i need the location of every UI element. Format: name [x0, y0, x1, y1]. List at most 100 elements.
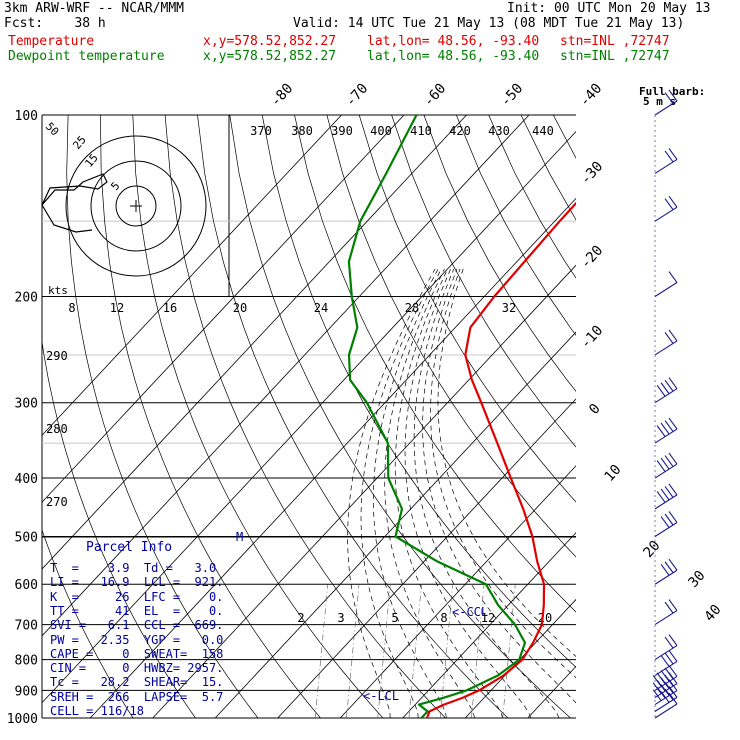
barb-shaft — [654, 388, 678, 404]
barb-flag — [664, 561, 674, 574]
isotherm-label: 10 — [601, 462, 624, 485]
barb-flag — [656, 672, 666, 685]
temperature-xy: x,y=578.52,852.27 — [203, 34, 337, 49]
pressure-label: 100 — [15, 109, 38, 124]
m-marker: M — [236, 530, 243, 544]
barb-flag — [668, 665, 678, 677]
mixing-ratio-label: 5 — [391, 611, 398, 625]
barb-flag — [664, 150, 674, 163]
hodograph-ring — [115, 185, 157, 227]
barb-header-line1: Full barb: — [639, 85, 705, 98]
model-title: 3km ARW-WRF -- NCAR/MMM — [4, 1, 185, 16]
moist-adiabat — [347, 268, 436, 718]
barb-shaft — [654, 683, 678, 699]
wind-barb — [654, 329, 678, 356]
pressure-label: 200 — [15, 291, 38, 306]
hodograph-ring-label: 50 — [43, 120, 62, 139]
wind-barb — [654, 650, 678, 676]
mixing-ratio-line — [346, 584, 360, 718]
parcel-info-row: SVI = 6.1 CCL = 669. — [50, 618, 224, 633]
isotherm-line — [42, 115, 342, 436]
barb-flag — [668, 377, 678, 390]
barb-flag — [664, 198, 674, 211]
theta-label: 440 — [532, 124, 554, 138]
forecast-hour: Fcst: 38 h — [4, 16, 106, 31]
parcel-info-frame — [41, 536, 576, 718]
pressure-label: 400 — [15, 472, 38, 487]
theta-label: 400 — [370, 124, 392, 138]
barb-flag — [656, 686, 666, 699]
dry-adiabat — [229, 115, 571, 718]
isotherm-line — [339, 465, 576, 718]
hodograph-units: kts — [48, 284, 68, 297]
barb-flag — [656, 384, 666, 397]
barb-flag — [656, 491, 666, 503]
isotherm-line — [42, 115, 405, 503]
temperature-legend: Temperature — [8, 34, 95, 49]
wind-barb — [652, 679, 678, 706]
isotherm-label: -60 — [421, 81, 450, 111]
ccl-marker: <-CCL — [452, 605, 488, 619]
wind-barb — [654, 483, 678, 510]
barb-flag — [664, 513, 674, 526]
isotherm-label: -30 — [578, 159, 607, 189]
parcel-info-row: CELL = 116/18 — [50, 704, 144, 718]
isotherm-label: 40 — [701, 602, 724, 625]
dry-adiabat — [197, 115, 509, 718]
wind-barb — [654, 89, 678, 116]
barb-flag — [664, 455, 674, 467]
isotherm-label: -40 — [577, 81, 606, 111]
parcel-info-row: CAPE = 0 SWEAT= 158 — [50, 646, 224, 661]
barb-flag — [664, 636, 674, 649]
barb-shaft — [654, 494, 678, 510]
isotherm-label: 20 — [640, 538, 663, 561]
isotherm-line — [402, 532, 576, 718]
barb-flag — [664, 379, 674, 392]
theta-label: 410 — [410, 124, 432, 138]
barb-flag — [668, 452, 678, 465]
isotherm-line — [42, 115, 467, 570]
dewpoint-latlon: lat,lon= 48.56, -93.40 — [367, 49, 540, 64]
dry-adiabat — [261, 115, 576, 668]
theta-label: 370 — [250, 124, 272, 138]
dry-adiabat — [683, 115, 740, 718]
barb-flag — [668, 329, 678, 342]
barb-flag — [660, 457, 670, 470]
pressure-label: 300 — [15, 397, 38, 412]
wind-barb — [654, 558, 678, 585]
barb-shaft — [654, 206, 678, 222]
theta-label: 420 — [449, 124, 471, 138]
dry-adiabat — [66, 115, 259, 718]
barb-flag — [668, 599, 678, 611]
wind-barb — [654, 511, 678, 537]
isotherm-label: -10 — [578, 323, 607, 353]
dry-adiabat — [132, 115, 384, 718]
mixing-ratio-line — [314, 584, 329, 718]
hodograph-trace — [41, 173, 108, 233]
wind-barb — [654, 452, 678, 479]
barb-shaft — [654, 340, 678, 356]
moist-adiabat — [404, 268, 532, 718]
pressure-label: 700 — [15, 619, 38, 634]
dry-adiabat — [618, 115, 740, 718]
parcel-info-row: PW = 2.35 YGP = 0.0 — [50, 632, 224, 647]
barb-flag — [664, 420, 674, 432]
dry-adiabat — [164, 115, 446, 718]
barb-flag — [668, 89, 678, 102]
dry-adiabat — [586, 115, 740, 718]
isotherm-line — [277, 398, 576, 718]
barb-shaft — [654, 100, 678, 116]
hodograph-ring-label: 25 — [70, 133, 88, 152]
barb-header-line2: 5 m s — [643, 95, 676, 108]
moist-adiabat — [394, 268, 504, 718]
barb-flag — [664, 601, 674, 614]
theta-left-label: 280 — [46, 422, 68, 436]
init-time: Init: 00 UTC Mon 20 May 13 — [507, 1, 711, 16]
dry-adiabat — [100, 115, 321, 718]
barb-shaft — [654, 522, 678, 537]
dry-adiabat — [294, 115, 576, 613]
parcel-info-row: SREH = 266 LAPSE= 5.7 — [50, 689, 224, 704]
moist-adiabat — [430, 268, 576, 679]
barb-shaft — [654, 282, 678, 297]
